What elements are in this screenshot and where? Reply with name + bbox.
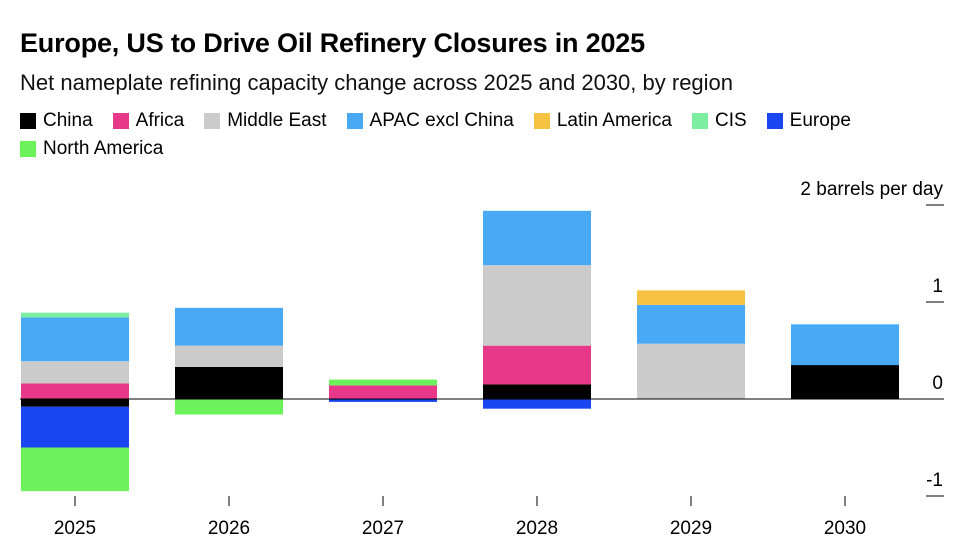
legend-label: Latin America — [556, 110, 672, 131]
bar-segment-europe-2027 — [329, 399, 437, 402]
legend-swatch — [691, 113, 708, 129]
legend-label: Europe — [789, 110, 851, 131]
bar-segment-apac-excl-china-2025 — [21, 317, 129, 362]
x-tick-label: 2028 — [516, 518, 558, 539]
x-tick-label: 2030 — [824, 518, 866, 539]
bar-segment-africa-2025 — [21, 383, 129, 399]
legend-swatch — [766, 113, 783, 129]
legend-label: CIS — [714, 110, 747, 131]
legend-item-europe: Europe — [766, 110, 851, 132]
bar-segment-china-2028 — [483, 384, 591, 399]
legend-item-middle-east: Middle East — [204, 110, 327, 132]
legend-item-china: China — [20, 110, 93, 132]
legend-label: Middle East — [227, 110, 327, 131]
x-tick-label: 2027 — [362, 518, 404, 539]
legend-label: Africa — [135, 110, 185, 131]
legend-swatch — [20, 113, 36, 129]
y-tick-label: 1 — [932, 276, 943, 297]
bar-segment-europe-2028 — [483, 399, 591, 409]
bar-segment-middle-east-2028 — [483, 265, 591, 346]
legend-label: China — [43, 110, 93, 131]
legend-item-north-america: North America — [20, 138, 163, 160]
legend-swatch — [112, 113, 129, 129]
legend-swatch — [533, 113, 550, 129]
y-tick-label: -1 — [926, 470, 943, 491]
x-tick-label: 2029 — [670, 518, 712, 539]
y-tick-label: 2 barrels per day — [800, 179, 943, 200]
bar-segment-china-2026 — [175, 366, 283, 399]
bar-segment-africa-2027 — [329, 385, 437, 399]
bar-segment-north-america-2026 — [175, 399, 283, 415]
legend-swatch — [204, 113, 221, 129]
bar-segment-africa-2028 — [483, 345, 591, 385]
legend-swatch — [346, 113, 363, 129]
bar-segment-apac-excl-china-2030 — [791, 324, 899, 366]
x-tick-label: 2025 — [54, 518, 96, 539]
bar-segment-china-2030 — [791, 365, 899, 399]
bar-segment-middle-east-2025 — [21, 361, 129, 384]
bar-segment-north-america-2025 — [21, 447, 129, 492]
bar-segment-north-america-2027 — [329, 379, 437, 386]
chart-title: Europe, US to Drive Oil Refinery Closure… — [20, 28, 645, 58]
legend-item-africa: Africa — [112, 110, 185, 132]
legend-label: North America — [43, 138, 164, 159]
bar-segment-cis-2025 — [21, 312, 129, 318]
legend-swatch — [20, 141, 36, 157]
x-tick-label: 2026 — [208, 518, 250, 539]
legend-item-apac-excl-china: APAC excl China — [346, 110, 514, 132]
bar-segment-apac-excl-china-2026 — [175, 307, 283, 346]
bar-segment-latin-america-2029 — [637, 290, 745, 305]
legend-label: APAC excl China — [369, 110, 514, 131]
chart-legend: China Africa Middle East APAC excl China Lat… — [20, 110, 960, 160]
bar-segment-apac-excl-china-2028 — [483, 210, 591, 266]
legend-item-cis: CIS — [691, 110, 747, 132]
bar-segment-china-2025 — [21, 399, 129, 407]
bar-segment-apac-excl-china-2029 — [637, 304, 745, 344]
y-tick-label: 0 — [932, 373, 943, 394]
chart-subtitle: Net nameplate refining capacity change a… — [20, 70, 734, 95]
bar-segment-middle-east-2026 — [175, 345, 283, 367]
bar-segment-middle-east-2029 — [637, 343, 745, 399]
bar-segment-europe-2025 — [21, 406, 129, 448]
legend-item-latin-america: Latin America — [533, 110, 672, 132]
